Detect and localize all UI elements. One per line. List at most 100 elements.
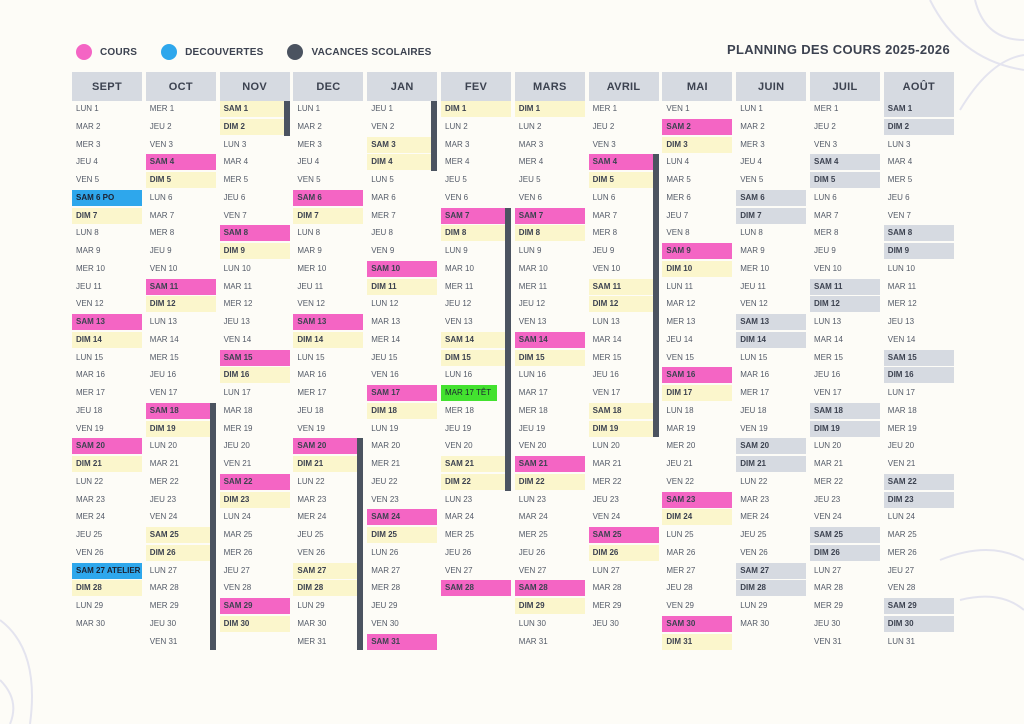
day-cell: DIM 22 (514, 473, 585, 490)
day-cell: LUN 6 (592, 192, 616, 202)
day-cell: SAM 6 PO (72, 189, 142, 206)
day-cell: LUN 2 (445, 121, 468, 131)
day-cell: MAR 16 (76, 370, 105, 380)
day-cell: SAM 27 (293, 562, 364, 579)
day-cell: MAR 9 (76, 246, 101, 255)
day-cell: MAR 17 TÊT (441, 385, 497, 401)
legend-label-vacances: VACANCES SCOLAIRES (311, 46, 432, 58)
day-cell: VEN 20 (518, 441, 547, 451)
day-cell: MER 19 (887, 423, 917, 433)
day-cell: JEU 23 (814, 494, 841, 504)
day-cell: MER 8 (592, 228, 618, 238)
day-cell: JEU 25 (297, 530, 324, 539)
day-cell: SAM 13 (293, 314, 364, 330)
day-cell: LUN 29 (76, 601, 104, 610)
day-cell: SAM 20 (72, 438, 142, 455)
day-cell: SAM 27 (736, 562, 807, 579)
day-cell: MER 15 (814, 352, 843, 362)
day-cell: JEU 2 (149, 121, 172, 131)
day-cell: MER 1 (592, 104, 618, 113)
day-cell: JEU 6 (223, 192, 246, 202)
day-cell: MAR 2 (740, 121, 765, 131)
day-cell: LUN 15 (297, 352, 325, 362)
day-cell: VEN 19 (297, 423, 325, 433)
day-cell: SAM 23 (662, 491, 733, 508)
day-cell: LUN 1 (297, 104, 321, 113)
day-cell: DIM 25 (367, 527, 438, 543)
day-cell: JEU 11 (740, 281, 766, 291)
month-header: JAN (367, 72, 438, 101)
day-cell: MER 7 (371, 210, 396, 220)
day-cell: DIM 17 (662, 385, 733, 401)
day-cell: JEU 22 (371, 476, 398, 486)
day-cell: LUN 20 (149, 441, 177, 451)
day-cell: SAM 2 (662, 118, 733, 135)
day-cell: JEU 16 (592, 370, 619, 380)
day-cell: SAM 4 (588, 154, 659, 171)
day-cell: LUN 16 (518, 370, 546, 380)
day-cell: MAR 14 (814, 334, 843, 344)
day-cell: DIM 22 (441, 473, 511, 490)
legend-label-cours: COURS (100, 46, 138, 58)
day-cell: MAR 9 (740, 246, 765, 255)
day-cell: DIM 16 (883, 367, 954, 384)
day-cell: MER 3 (76, 139, 101, 149)
day-cell: LUN 20 (814, 441, 842, 451)
day-cell: JEU 18 (76, 405, 103, 415)
day-cell: DIM 8 (514, 225, 585, 242)
day-cell: DIM 21 (72, 456, 142, 472)
day-cell: DIM 21 (736, 456, 807, 472)
day-cell: MAR 21 (592, 459, 622, 468)
day-cell: MER 12 (887, 299, 917, 309)
day-cell: VEN 19 (76, 423, 104, 433)
month-column-8: MAI VEN 1 SAM 2 DIM 3 LUN 4 MAR 5 MER 6 JEU 7 VE… (662, 72, 733, 668)
day-cell: MER 14 (371, 334, 401, 344)
day-cell: DIM 23 (219, 491, 290, 508)
day-cell: JEU 20 (887, 441, 915, 451)
day-cell: MAR 30 (740, 618, 770, 628)
day-cell: LUN 23 (445, 494, 473, 504)
day-cell: MER 24 (297, 512, 327, 522)
day-cell: MER 5 (223, 175, 249, 184)
month-header: MAI (662, 72, 733, 101)
day-cell: SAM 25 (588, 527, 659, 543)
day-cell: LUN 13 (149, 317, 177, 326)
day-cell: SAM 30 (662, 615, 733, 632)
day-cell: LUN 17 (223, 388, 251, 397)
day-cell: MAR 7 (592, 210, 618, 220)
day-cell: JEU 13 (223, 317, 250, 326)
month-column-4: JAN JEU 1 VEN 2 SAM 3 DIM 4 LUN 5 MAR 6 MER 7 JE… (367, 72, 438, 668)
day-cell: JEU 11 (76, 281, 102, 291)
day-cell: MAR 16 (740, 370, 770, 380)
day-cell: MER 1 (814, 104, 839, 113)
day-cell: MER 10 (76, 263, 105, 273)
day-cell: LUN 29 (297, 601, 325, 610)
day-cell: VEN 30 (371, 618, 399, 628)
day-cell: MAR 10 (518, 263, 548, 273)
day-cell: JEU 13 (887, 317, 915, 326)
day-cell: DIM 2 (883, 118, 954, 135)
day-cell: MER 20 (666, 441, 696, 451)
day-cell: MAR 14 (149, 334, 179, 344)
day-cell: VEN 10 (592, 263, 621, 273)
day-cell: JEU 9 (592, 246, 615, 255)
day-cell: VEN 13 (445, 317, 473, 326)
day-cell: LUN 10 (887, 263, 915, 273)
day-cell: DIM 15 (514, 349, 585, 366)
day-cell: VEN 13 (518, 317, 547, 326)
day-cell: DIM 14 (293, 331, 364, 348)
day-cell: VEN 19 (740, 423, 768, 433)
day-cell: DIM 28 (72, 580, 142, 597)
day-cell: SAM 28 (441, 580, 511, 597)
day-cell: DIM 2 (219, 118, 290, 135)
day-cell: MER 4 (445, 157, 470, 167)
day-cell: VEN 24 (814, 512, 842, 522)
day-cell: LUN 1 (740, 104, 763, 113)
day-cell: MAR 19 (666, 423, 696, 433)
day-cell: MER 6 (666, 192, 691, 202)
day-cell: LUN 4 (666, 157, 690, 167)
day-cell: JEU 26 (445, 547, 472, 557)
day-cell: SAM 18 (145, 402, 216, 419)
day-cell: VEN 7 (223, 210, 247, 220)
